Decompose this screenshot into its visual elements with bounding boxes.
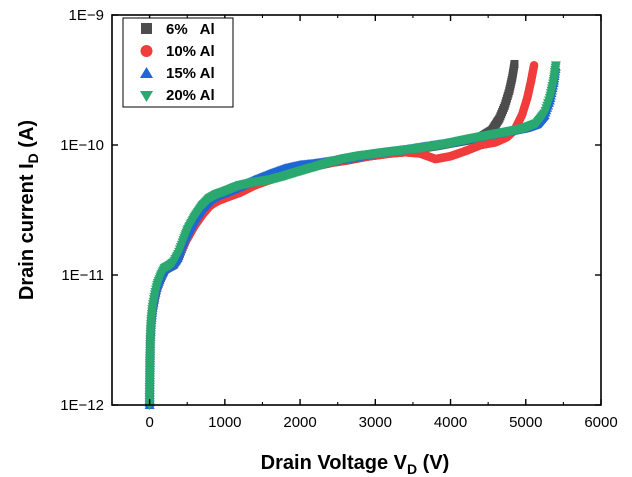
y-tick-label: 1E−11 — [61, 267, 104, 284]
legend-label: 10% Al — [166, 43, 215, 60]
legend-marker-triangle-down — [140, 91, 153, 102]
legend-item-10-al: 10% Al — [140, 43, 215, 60]
legend: 6% Al 10% Al 15% Al 20% Al — [122, 17, 234, 108]
x-axis-title: Drain Voltage VD (V) — [261, 452, 450, 477]
x-axis-title-main: Drain Voltage V — [261, 452, 408, 474]
x-tick-label: 6000 — [584, 414, 617, 431]
data-point — [550, 61, 561, 71]
plot-frame — [111, 14, 602, 406]
legend-marker-circle — [140, 45, 153, 57]
data-point — [510, 59, 519, 68]
legend-marker-square — [141, 23, 152, 34]
x-tick-label: 3000 — [359, 414, 392, 431]
y-axis-title-main: Drain current I — [16, 163, 38, 300]
legend-marker-triangle-up — [140, 67, 153, 78]
x-axis-ticks: 0 1000 2000 3000 4000 5000 6000 — [111, 15, 618, 431]
x-tick-label: 0 — [145, 414, 153, 431]
y-tick-label: 1E−9 — [69, 7, 104, 24]
y-tick-label: 1E−12 — [60, 397, 104, 414]
plot-series — [144, 59, 561, 410]
x-axis-title-unit: (V) — [417, 452, 449, 474]
y-axis-title: Drain current ID (A) — [16, 120, 41, 300]
legend-item-6-al: 6% Al — [141, 21, 215, 38]
x-tick-label: 5000 — [509, 414, 542, 431]
series-2 — [145, 61, 539, 410]
x-tick-label: 2000 — [283, 414, 316, 431]
x-axis-title-subscript: D — [407, 461, 417, 477]
series-4 — [144, 61, 561, 410]
legend-item-20-al: 20% Al — [140, 87, 215, 104]
y-axis-title-unit: (A) — [16, 120, 38, 153]
y-axis-ticks: 1E−12 1E−11 1E−10 1E−9 — [60, 7, 601, 414]
series-1 — [145, 59, 519, 409]
legend-item-15-al: 15% Al — [140, 65, 215, 82]
legend-label: 15% Al — [166, 65, 215, 82]
x-tick-label: 4000 — [434, 414, 467, 431]
data-point — [529, 61, 539, 70]
y-axis-title-subscript: D — [25, 153, 41, 163]
y-tick-label: 1E−10 — [60, 137, 104, 154]
legend-label: 20% Al — [166, 87, 215, 104]
legend-label: 6% Al — [166, 21, 215, 38]
x-tick-label: 1000 — [208, 414, 241, 431]
